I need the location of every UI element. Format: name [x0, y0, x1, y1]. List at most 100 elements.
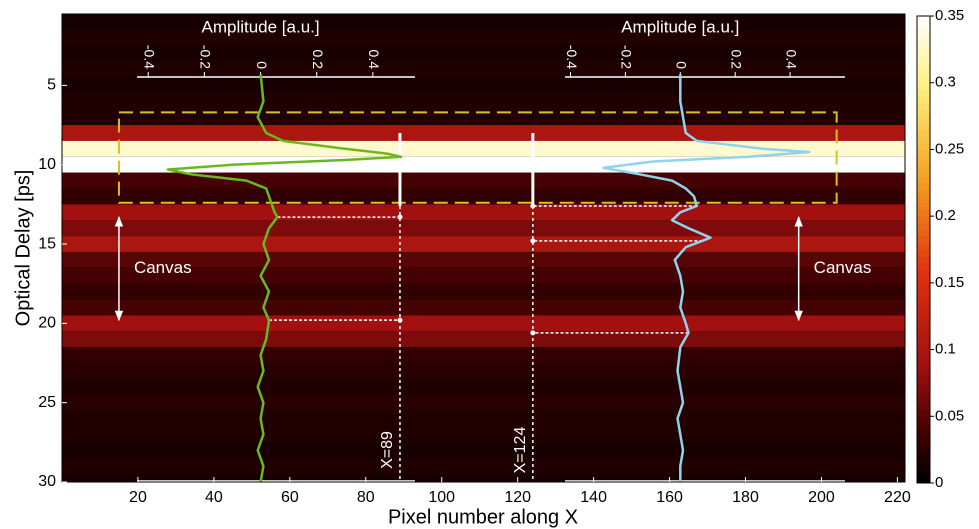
- colorbar-segment: [917, 242, 930, 250]
- colorbar-segment: [917, 469, 930, 477]
- heat-cell: [62, 267, 905, 284]
- colorbar-segment: [917, 116, 930, 124]
- colorbar-segment: [917, 449, 930, 457]
- colorbar-segment: [917, 222, 930, 230]
- colorbar-segment: [917, 249, 930, 257]
- colorbar-segment: [917, 156, 930, 164]
- colorbar-segment: [917, 16, 930, 24]
- colorbar-segment: [917, 62, 930, 70]
- colorbar-segment: [917, 162, 930, 170]
- colorbar-segment: [917, 262, 930, 271]
- heat-cell: [62, 315, 905, 332]
- y-tick-label: 20: [38, 315, 56, 332]
- colorbar-segment: [917, 56, 930, 64]
- colorbar-tick-label: 0: [935, 474, 943, 491]
- heat-cell: [62, 347, 905, 364]
- heat-cell: [62, 363, 905, 379]
- heat-cell: [62, 220, 905, 237]
- heatmap: [62, 14, 905, 482]
- colorbar-segment: [917, 29, 930, 37]
- inset-title: Amplitude [a.u.]: [201, 17, 319, 36]
- colorbar-segment: [917, 289, 930, 297]
- colorbar-tick-label: 0.2: [935, 207, 956, 224]
- x-tick-label: 220: [884, 489, 911, 506]
- colorbar-segment: [917, 109, 930, 117]
- heat-cell: [62, 125, 905, 141]
- colorbar-segment: [917, 182, 930, 190]
- heat-cell: [62, 394, 905, 411]
- x-tick-label: 180: [732, 489, 759, 506]
- trace-line: [166, 74, 403, 483]
- colorbar-segment: [917, 322, 930, 331]
- y-tick-label: 30: [38, 473, 56, 490]
- x-tick-label: 100: [428, 489, 455, 506]
- heat-cell: [62, 204, 905, 221]
- link-dot: [397, 214, 403, 220]
- colorbar-segment: [917, 456, 930, 464]
- heat-cell: [62, 442, 905, 459]
- colorbar-segment: [917, 402, 930, 411]
- colorbar-segment: [917, 329, 930, 337]
- colorbar-segment: [917, 189, 930, 197]
- heat-cell: [62, 331, 905, 348]
- colorbar-tick-label: 0.35: [935, 7, 964, 24]
- colorbar-tick-label: 0.05: [935, 407, 964, 424]
- colorbar-segment: [917, 89, 930, 97]
- heat-cell: [62, 251, 905, 268]
- colorbar-segment: [917, 49, 930, 57]
- colorbar-segment: [917, 462, 930, 471]
- colorbar-segment: [917, 362, 930, 371]
- link-dot: [530, 330, 536, 336]
- highlight-region: [117, 111, 838, 204]
- colorbar-segment: [917, 229, 930, 237]
- heat-cell: [62, 45, 905, 62]
- colorbar-segment: [917, 142, 930, 150]
- colorbar-segment: [917, 216, 930, 224]
- colorbar-segment: [917, 169, 930, 177]
- heat-cell: [62, 283, 905, 300]
- colorbar-segment: [917, 122, 930, 130]
- heat-cell: [62, 93, 905, 110]
- cut-label: X=89: [379, 431, 396, 469]
- x-axis-label: Pixel number along X: [388, 506, 578, 528]
- inset-tick-label: 0.4: [366, 50, 382, 70]
- x-tick-label: 40: [205, 489, 223, 506]
- colorbar-segment: [917, 42, 930, 50]
- heat-cell: [62, 140, 905, 157]
- heat-cell: [62, 29, 905, 46]
- x-tick-label: 200: [808, 489, 835, 506]
- colorbar-segment: [917, 36, 930, 44]
- colorbar-segment: [917, 422, 930, 431]
- colorbar-segment: [917, 196, 930, 204]
- heat-cell: [62, 299, 905, 316]
- colorbar-segment: [917, 76, 930, 84]
- colorbar-segment: [917, 82, 930, 90]
- colorbar-segment: [917, 389, 930, 397]
- colorbar-segment: [917, 409, 930, 417]
- colorbar-tick-label: 0.3: [935, 74, 956, 91]
- inset-tick-label: 0.2: [728, 50, 744, 70]
- colorbar: 0 0.05 0.1 0.15 0.2 0.25 0.3 0.35: [916, 7, 964, 491]
- colorbar-segment: [917, 236, 930, 244]
- inset-tick-label: -0.4: [564, 45, 580, 69]
- colorbar-segment: [917, 202, 930, 210]
- x-tick-label: 80: [357, 489, 375, 506]
- colorbar-segment: [917, 96, 930, 104]
- inset-title: Amplitude [a.u.]: [621, 17, 739, 36]
- link-dot: [530, 238, 536, 244]
- colorbar-segment: [917, 282, 930, 291]
- colorbar-segment: [917, 269, 930, 277]
- colorbar-segment: [917, 129, 930, 137]
- colorbar-segment: [917, 442, 930, 451]
- colorbar-segment: [917, 382, 930, 391]
- inset-tick-label: 0.4: [783, 50, 799, 70]
- plot-frame: [61, 13, 906, 483]
- colorbar-segment: [917, 416, 930, 424]
- trace-line: [602, 74, 811, 482]
- overlay: Amplitude [a.u.] -0.4 -0.2 0 0.2 0.4 Amplitude…: [114, 17, 871, 483]
- colorbar-segment: [917, 349, 930, 357]
- link-dot: [530, 203, 536, 209]
- inset-tick-label: 0.2: [310, 50, 326, 70]
